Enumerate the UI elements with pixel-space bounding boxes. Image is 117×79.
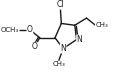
Text: OCH₃: OCH₃ [1,27,19,33]
Text: CH₃: CH₃ [52,61,65,67]
Text: Cl: Cl [57,0,64,9]
Text: O: O [27,25,33,34]
Text: N: N [77,35,82,44]
Text: O: O [31,42,37,51]
Text: CH₃: CH₃ [95,22,108,28]
Text: N: N [60,44,66,53]
